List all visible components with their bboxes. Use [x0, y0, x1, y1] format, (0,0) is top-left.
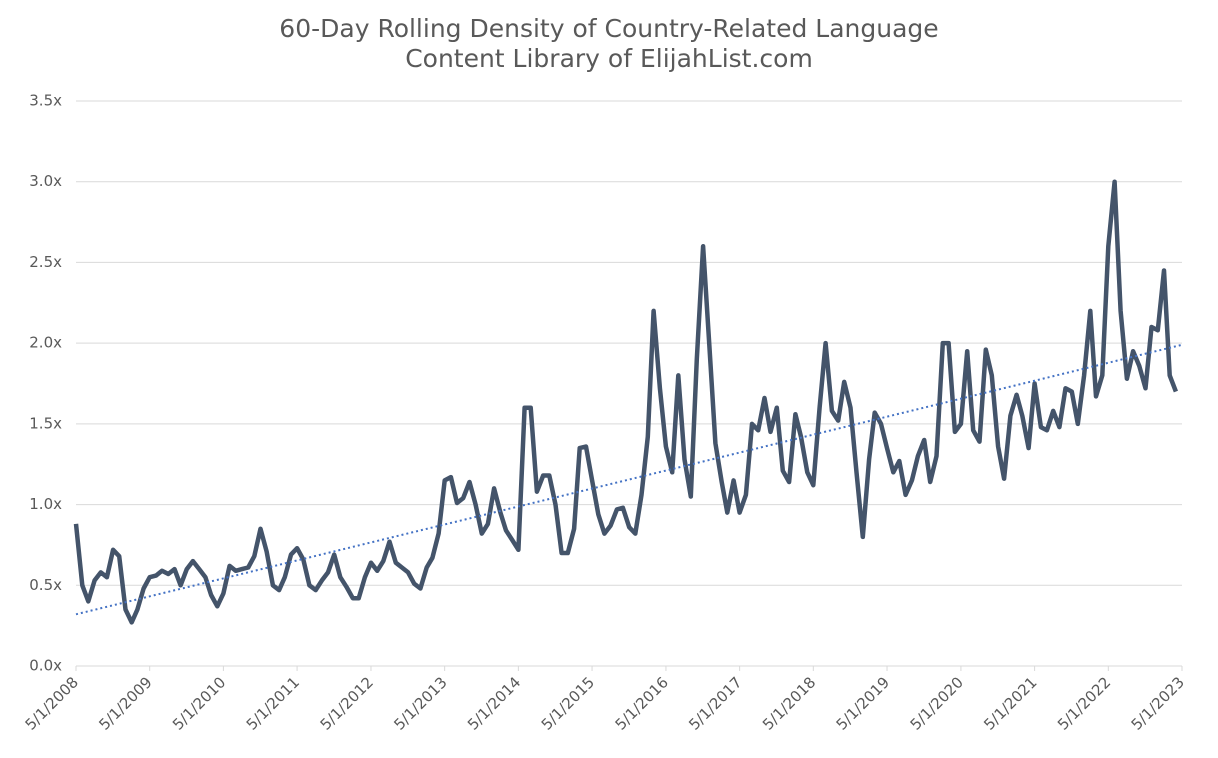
x-tick-label: 5/1/2018 — [759, 673, 819, 733]
x-tick-label: 5/1/2009 — [95, 673, 155, 733]
x-tick-label: 5/1/2023 — [1128, 673, 1188, 733]
y-tick-label: 0.5x — [29, 576, 62, 594]
data-line — [73, 179, 1179, 625]
x-tick-label: 5/1/2011 — [243, 673, 303, 733]
y-tick-label: 2.0x — [29, 334, 62, 352]
y-tick-label: 3.0x — [29, 172, 62, 190]
y-tick-label: 1.0x — [29, 495, 62, 513]
x-tick-label: 5/1/2010 — [169, 673, 229, 733]
x-tick-label: 5/1/2012 — [317, 673, 377, 733]
trend-line — [75, 343, 1183, 616]
y-tick-label: 2.5x — [29, 253, 62, 271]
y-tick-label: 0.0x — [29, 657, 62, 675]
chart-subtitle: Content Library of ElijahList.com — [405, 44, 813, 73]
x-tick-label: 5/1/2022 — [1054, 673, 1114, 733]
x-tick-label: 5/1/2013 — [390, 673, 450, 733]
y-tick-label: 1.5x — [29, 414, 62, 432]
x-tick-label: 5/1/2015 — [538, 673, 598, 733]
x-tick-label: 5/1/2014 — [464, 673, 524, 733]
x-tick-label: 5/1/2016 — [612, 673, 672, 733]
x-tick-label: 5/1/2019 — [833, 673, 893, 733]
y-tick-label: 3.5x — [29, 92, 62, 110]
x-tick-label: 5/1/2008 — [22, 673, 82, 733]
x-tick-label: 5/1/2020 — [907, 673, 967, 733]
x-tick-label: 5/1/2021 — [980, 673, 1040, 733]
chart-title: 60-Day Rolling Density of Country-Relate… — [279, 14, 938, 43]
x-tick-label: 5/1/2017 — [685, 673, 745, 733]
